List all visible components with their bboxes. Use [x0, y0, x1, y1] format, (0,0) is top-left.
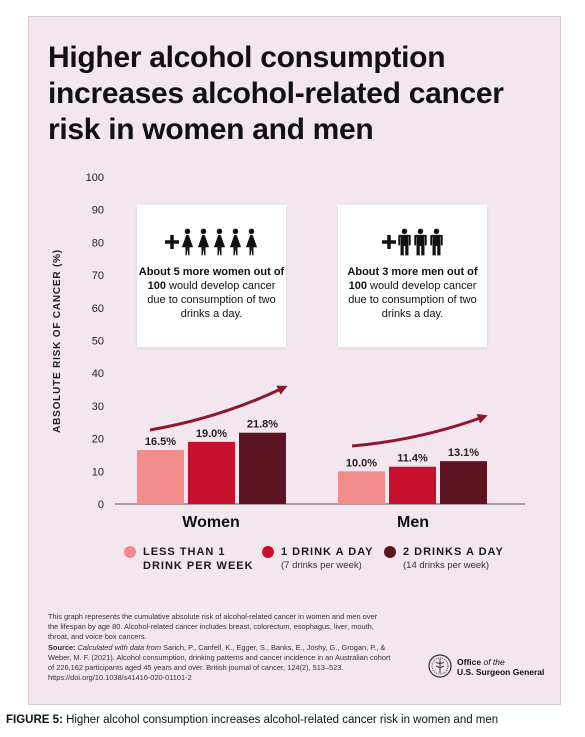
y-tick-label: 90	[92, 205, 104, 217]
figure-caption-label: FIGURE 5:	[6, 714, 63, 726]
women-trend-arrow	[149, 385, 288, 432]
office-line-2: U.S. Surgeon General	[457, 667, 545, 677]
legend-label-less-than-1: LESS THAN 1 DRINK PER WEEK	[143, 546, 254, 572]
women-callout-rest: would develop cancer due to consumption …	[147, 280, 276, 320]
plus-icon	[381, 235, 396, 249]
women-callout-text: About 5 more women out of 100 would deve…	[137, 265, 286, 321]
men-callout-rest: would develop cancer due to consumption …	[348, 280, 477, 320]
women-icon-row	[137, 227, 286, 257]
y-tick-label: 40	[92, 368, 104, 380]
bar-women-less-than-1	[137, 450, 184, 504]
woman-icon	[213, 228, 225, 256]
office-of-surgeon-general-logo-text: Office of the U.S. Surgeon General	[457, 657, 544, 677]
office-of-the: of the	[483, 657, 505, 667]
men-callout-text: About 3 more men out of 100 would develo…	[338, 265, 487, 321]
category-label-women: Women	[182, 514, 239, 531]
y-tick-label: 50	[92, 336, 104, 348]
bar-men-less-than-1	[338, 471, 385, 504]
legend-sub-1-drink: (7 drinks per week)	[281, 560, 362, 571]
chart-title: Higher alcohol consumption increases alc…	[48, 41, 504, 146]
source-text: Sarich, P., Canfell, K., Egger, S., Bank…	[48, 643, 391, 682]
men-trend-arrow	[351, 414, 488, 448]
source-citation: Source: Calculated with data from Sarich…	[48, 643, 393, 683]
bar-women-1-drink	[188, 441, 235, 504]
man-icon	[397, 228, 411, 256]
y-tick-label: 30	[92, 401, 104, 413]
infographic-card	[28, 16, 561, 705]
data-label-women-2-drinks: 21.8%	[247, 419, 278, 431]
surgeon-general-seal-icon	[428, 654, 452, 678]
plus-icon	[164, 235, 179, 249]
legend-swatch-less-than-1	[124, 546, 136, 558]
source-calc: Calculated with data from	[77, 643, 161, 652]
category-label-men: Men	[397, 514, 429, 531]
men-icon-row	[338, 227, 487, 257]
data-label-men-1-drink: 11.4%	[397, 453, 428, 465]
y-tick-label: 100	[86, 172, 104, 184]
woman-icon	[229, 228, 241, 256]
figure-caption-text: Higher alcohol consumption increases alc…	[62, 714, 499, 726]
y-tick-label: 0	[98, 499, 104, 511]
legend-swatch-2-drinks	[384, 546, 396, 558]
y-axis-label: ABSOLUTE RISK OF CANCER (%)	[52, 249, 63, 433]
legend-item-less-than-1: LESS THAN 1 DRINK PER WEEK	[124, 545, 254, 573]
legend-label-1-drink: 1 DRINK A DAY	[281, 546, 374, 558]
men-callout-bold: About 3 more men out of 100	[347, 266, 478, 292]
legend-swatch-1-drink	[262, 546, 274, 558]
y-tick-label: 10	[92, 466, 104, 478]
man-icon	[413, 228, 427, 256]
data-label-women-1-drink: 19.0%	[196, 428, 227, 440]
men-callout: About 3 more men out of 100 would develo…	[338, 205, 487, 347]
y-tick-label: 20	[92, 434, 104, 446]
data-label-men-less-than-1: 10.0%	[346, 457, 377, 469]
office-line-1: Office	[457, 657, 482, 667]
y-tick-label: 70	[92, 270, 104, 282]
woman-icon	[245, 228, 257, 256]
bar-men-1-drink	[389, 466, 436, 504]
bar-women-2-drinks	[239, 432, 286, 504]
women-callout-bold: About 5 more women out of 100	[138, 266, 285, 292]
data-label-women-less-than-1: 16.5%	[145, 436, 176, 448]
man-icon	[429, 228, 443, 256]
y-tick-label: 60	[92, 303, 104, 315]
legend-item-1-drink: 1 DRINK A DAY (7 drinks per week)	[262, 545, 392, 572]
women-callout: About 5 more women out of 100 would deve…	[137, 205, 286, 347]
data-label-men-2-drinks: 13.1%	[448, 447, 479, 459]
woman-icon	[181, 228, 193, 256]
legend-sub-2-drinks: (14 drinks per week)	[403, 560, 490, 571]
footnote: This graph represents the cumulative abs…	[48, 612, 378, 641]
woman-icon	[197, 228, 209, 256]
legend-label-2-drinks: 2 DRINKS A DAY	[403, 546, 504, 558]
legend-item-2-drinks: 2 DRINKS A DAY (14 drinks per week)	[384, 545, 524, 572]
figure-caption: FIGURE 5: Higher alcohol consumption inc…	[6, 714, 498, 726]
source-label: Source:	[48, 643, 76, 652]
y-tick-label: 80	[92, 237, 104, 249]
bar-men-2-drinks	[440, 461, 487, 504]
